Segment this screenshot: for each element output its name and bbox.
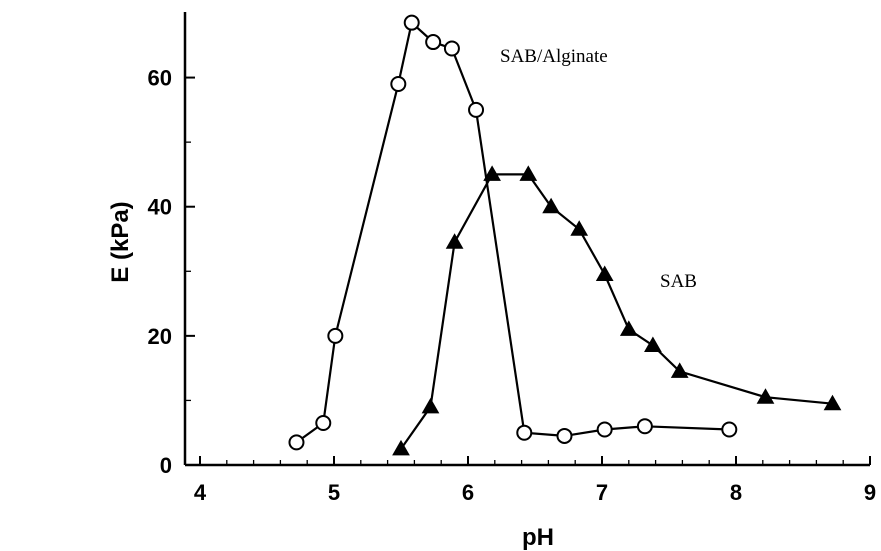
data-point-circle: [315, 415, 332, 432]
data-point-circle: [288, 434, 305, 451]
data-point-circle: [516, 424, 533, 441]
x-tick-label: 8: [730, 480, 742, 505]
chart-labels: pH E (kPa) SAB/Alginate SAB: [107, 46, 697, 551]
series-label-sab: SAB: [660, 271, 697, 292]
chart-axes: [183, 12, 870, 467]
series-line: [400, 173, 833, 450]
y-tick-label: 60: [148, 66, 172, 91]
y-tick-label: 40: [148, 195, 172, 220]
x-tick-label: 4: [194, 480, 207, 505]
data-point-triangle: [542, 197, 560, 214]
data-point-triangle: [519, 165, 538, 181]
data-point-triangle: [570, 220, 589, 236]
series-sab: [392, 165, 842, 456]
data-point-circle: [468, 101, 485, 118]
data-point-triangle: [670, 362, 689, 378]
data-point-triangle: [644, 336, 662, 352]
data-point-triangle: [619, 320, 638, 336]
axis-ticks: 4 5 6 7 8 9 0 20 40 60: [148, 66, 877, 505]
data-point-circle: [721, 421, 738, 438]
data-point-circle: [327, 327, 344, 344]
y-tick-label: 0: [160, 453, 172, 478]
y-axis-label: E (kPa): [107, 201, 134, 282]
data-point-triangle: [756, 388, 775, 404]
x-axis-label: pH: [522, 524, 554, 551]
data-point-triangle: [483, 165, 501, 181]
series-label-sab-alginate: SAB/Alginate: [500, 46, 608, 67]
data-point-triangle: [445, 233, 464, 249]
x-tick-label: 7: [596, 480, 608, 505]
series-layer: [288, 14, 842, 456]
data-point-triangle: [595, 265, 614, 281]
series-sab-alginate: [288, 14, 738, 451]
series-line: [295, 20, 730, 444]
data-point-circle: [556, 427, 573, 444]
data-point-circle: [403, 14, 420, 31]
data-point-circle: [425, 34, 442, 51]
data-point-circle: [636, 418, 653, 435]
data-point-triangle: [421, 397, 440, 414]
x-tick-label: 5: [328, 480, 340, 505]
data-point-triangle: [392, 439, 410, 456]
y-tick-label: 20: [148, 324, 172, 349]
data-point-circle: [596, 421, 613, 438]
data-point-circle: [390, 76, 407, 93]
data-point-triangle: [823, 394, 842, 411]
x-tick-label: 6: [462, 480, 474, 505]
data-point-circle: [443, 40, 460, 57]
x-tick-label: 9: [864, 480, 876, 505]
